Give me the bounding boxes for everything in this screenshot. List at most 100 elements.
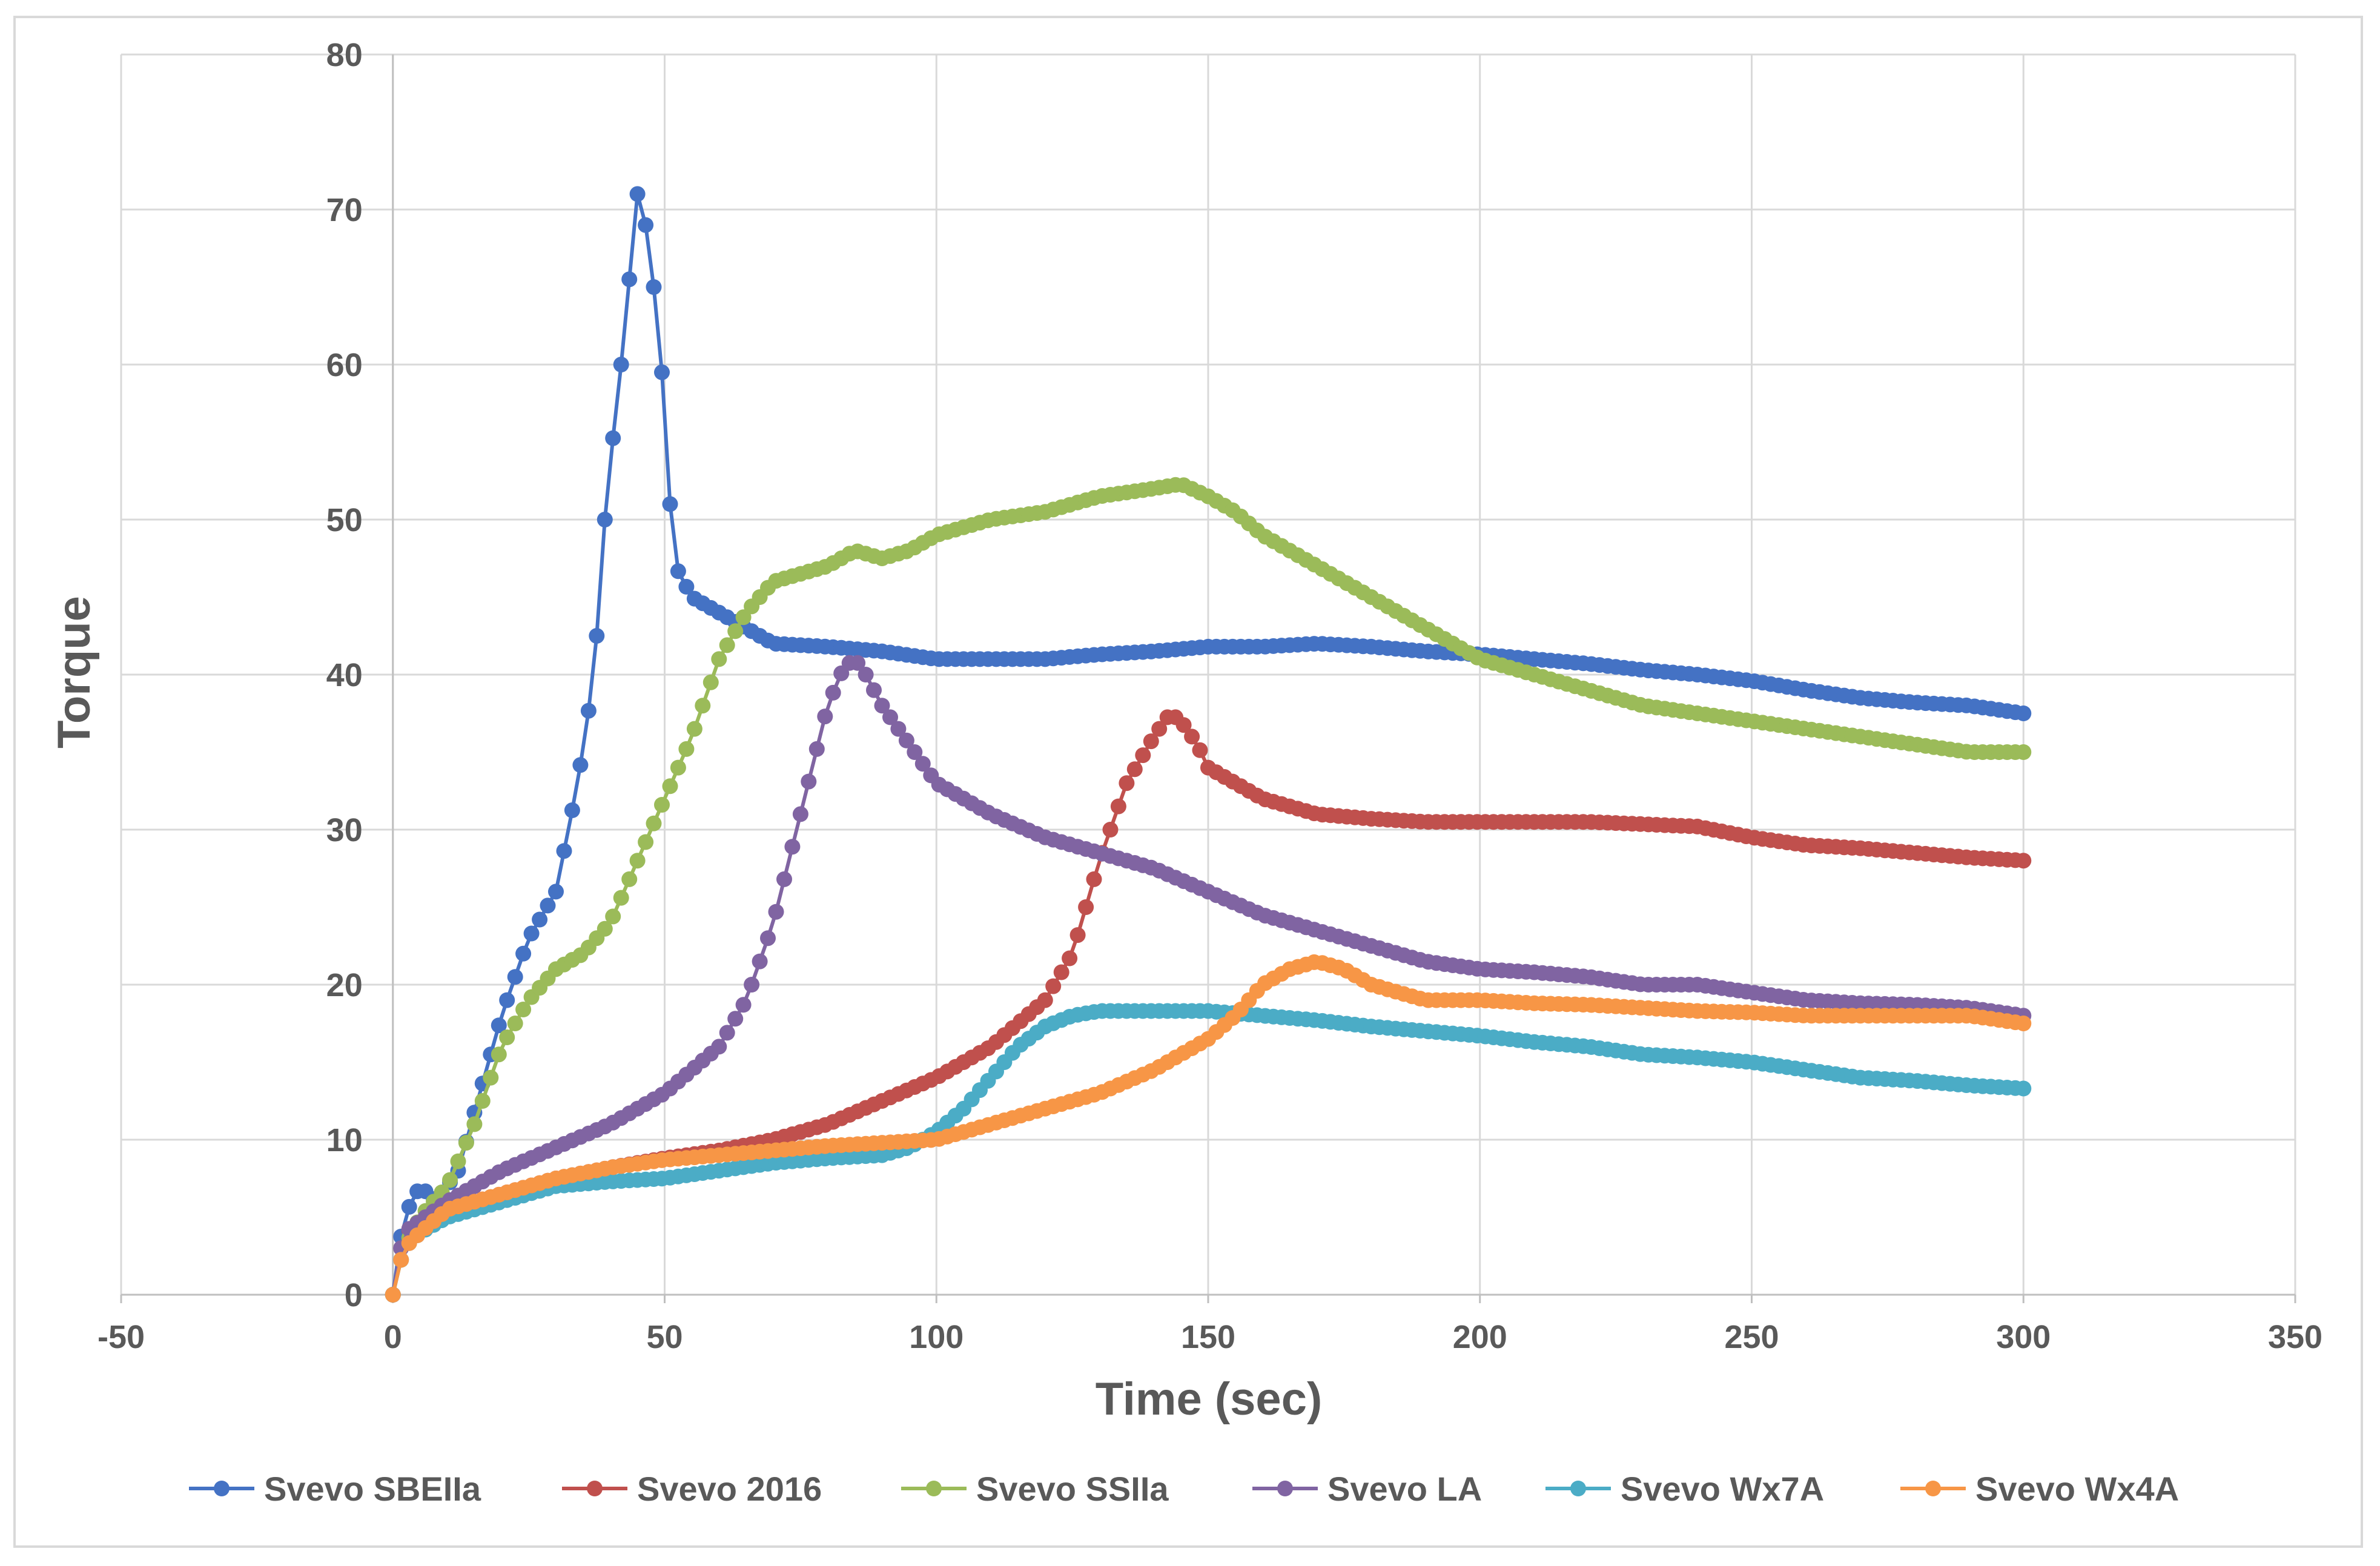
data-point (784, 839, 801, 855)
data-point (483, 1069, 499, 1086)
data-point (898, 732, 914, 748)
data-point (499, 1029, 515, 1045)
data-point (523, 925, 540, 942)
y-axis-title: Torque (48, 596, 100, 748)
legend-marker (214, 1481, 230, 1496)
data-point (1069, 927, 1086, 943)
y-tick-label: 50 (326, 502, 363, 538)
data-point (442, 1172, 458, 1188)
y-tick-label: 0 (345, 1277, 363, 1313)
data-point (744, 977, 760, 993)
y-tick-label: 40 (326, 657, 363, 693)
data-point (817, 709, 833, 725)
data-point (507, 1016, 523, 1031)
data-point (1045, 978, 1062, 994)
legend-item[interactable]: Svevo Wx4A (1900, 1470, 2179, 1508)
y-tick-label: 20 (326, 967, 363, 1003)
legend-item[interactable]: Svevo SBEIIa (189, 1470, 481, 1508)
data-point (556, 843, 572, 859)
data-point (711, 1039, 727, 1055)
data-point (613, 357, 629, 372)
data-point (695, 698, 711, 714)
data-point (1151, 721, 1168, 737)
x-tick-label: 100 (909, 1319, 964, 1355)
legend-item[interactable]: Svevo LA (1252, 1470, 1482, 1508)
data-point (752, 953, 768, 970)
data-point (1053, 964, 1069, 980)
legend-item[interactable]: Svevo 2016 (562, 1470, 822, 1508)
legend-marker (1925, 1481, 1941, 1496)
data-point (564, 802, 580, 818)
data-point (466, 1116, 483, 1132)
data-point (2015, 853, 2032, 869)
data-point (914, 756, 931, 772)
data-point (605, 908, 621, 925)
legend-marker (1570, 1481, 1586, 1496)
legend: Svevo SBEIIa Svevo 2016 Svevo SSIIa Svevo L… (189, 1470, 2179, 1508)
data-point (605, 430, 621, 446)
data-point (2015, 1016, 2032, 1031)
x-tick-label: 50 (646, 1319, 683, 1355)
data-point (401, 1198, 417, 1215)
data-point (825, 684, 841, 701)
data-point (735, 997, 752, 1013)
chart-frame (13, 16, 2363, 1548)
data-point (808, 741, 825, 757)
series-layer (385, 186, 2032, 1303)
data-point (458, 1135, 474, 1151)
y-tick-label: 80 (326, 37, 363, 73)
data-point (776, 871, 792, 887)
data-point (638, 217, 654, 233)
legend-label: Svevo SSIIa (976, 1470, 1169, 1508)
legend-item[interactable]: Svevo SSIIa (901, 1470, 1169, 1508)
data-point (907, 744, 923, 760)
data-point (1175, 717, 1192, 733)
x-axis-title: Time (sec) (1096, 1373, 1323, 1425)
legend-marker (926, 1481, 942, 1496)
data-point (850, 655, 866, 671)
data-point (2015, 1080, 2032, 1097)
data-point (2015, 744, 2032, 760)
series-svevo-wx4a (385, 954, 2032, 1303)
data-point (646, 815, 662, 831)
data-point (540, 897, 556, 914)
x-tick-label: 200 (1453, 1319, 1507, 1355)
data-point (735, 609, 752, 626)
data-point (727, 623, 744, 639)
legend-marker (1277, 1481, 1293, 1496)
data-point (654, 797, 670, 813)
legend-label: Svevo LA (1327, 1470, 1482, 1508)
data-point (760, 930, 776, 947)
data-point (621, 871, 638, 887)
data-point (597, 512, 613, 527)
data-point (882, 709, 898, 725)
x-tick-label: 150 (1181, 1319, 1235, 1355)
data-point (613, 890, 629, 906)
data-point (646, 279, 662, 295)
y-tick-label: 30 (326, 812, 363, 848)
data-point (393, 1252, 409, 1268)
data-point (1037, 992, 1053, 1008)
data-point (491, 1017, 507, 1034)
data-point (1086, 871, 1102, 887)
data-point (597, 920, 613, 937)
legend-item[interactable]: Svevo Wx7A (1545, 1470, 1824, 1508)
data-point (768, 904, 784, 920)
legend-label: Svevo SBEIIa (264, 1470, 481, 1508)
legend-label: Svevo Wx7A (1621, 1470, 1824, 1508)
data-point (1192, 742, 1208, 758)
data-point (638, 834, 654, 850)
data-point (890, 721, 907, 737)
legend-label: Svevo 2016 (637, 1470, 822, 1508)
data-point (515, 1002, 532, 1017)
y-tick-label: 70 (326, 192, 363, 228)
data-point (686, 721, 702, 737)
data-point (1102, 822, 1119, 838)
legend-label: Svevo Wx4A (1975, 1470, 2179, 1508)
data-point (678, 578, 695, 595)
data-point (1184, 728, 1200, 745)
data-point (1143, 733, 1159, 750)
data-point (580, 702, 597, 719)
data-point (670, 759, 686, 776)
data-point (792, 806, 808, 822)
